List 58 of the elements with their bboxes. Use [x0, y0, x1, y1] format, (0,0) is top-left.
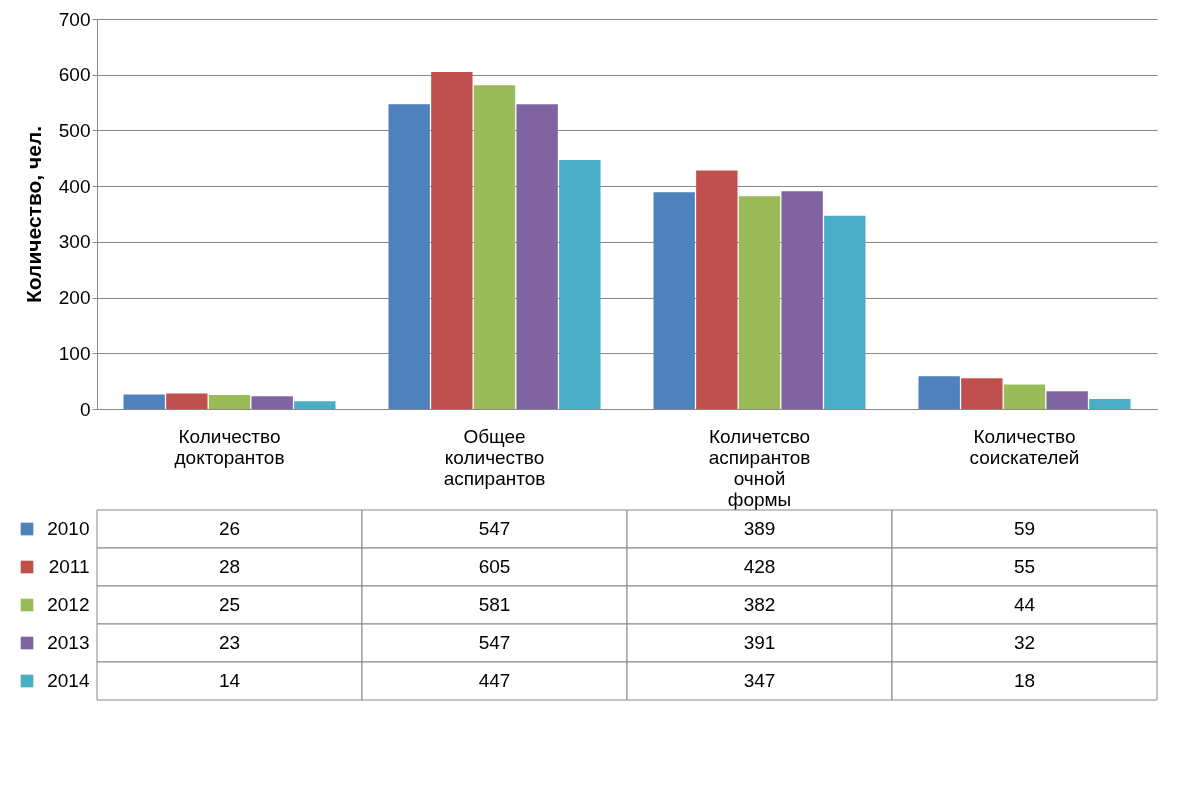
bar: [738, 196, 781, 409]
y-tick-label: 200: [58, 287, 91, 309]
bar: [294, 401, 336, 409]
bar: [516, 104, 558, 409]
x-tick-label: Количество соискателей: [969, 425, 1080, 468]
x-tick-label: Количетсво аспирантов очной формы: [708, 425, 811, 510]
data-label: 55: [1013, 556, 1036, 577]
data-label: 389: [743, 518, 776, 539]
data-label: 605: [478, 556, 511, 577]
data-label: 32: [1013, 632, 1036, 653]
legend-label: 2013: [47, 632, 90, 653]
bar: [1089, 398, 1131, 409]
y-tick-label: 700: [58, 8, 91, 30]
data-label: 28: [218, 556, 241, 577]
bar: [918, 376, 960, 409]
data-label: 44: [1013, 594, 1036, 615]
bar: [653, 192, 695, 409]
bar: [208, 395, 251, 409]
bar: [1046, 391, 1088, 409]
bar: [781, 191, 823, 409]
data-label: 23: [218, 632, 241, 653]
data-label: 581: [478, 594, 511, 615]
bar: [559, 159, 601, 409]
x-tick-label: Общее количество аспирантов: [443, 425, 546, 489]
x-tick-label: Количество докторантов: [174, 425, 285, 468]
data-label: 18: [1013, 670, 1036, 691]
data-label: 14: [218, 670, 241, 691]
legend-label: 2010: [47, 518, 90, 539]
bar: [123, 394, 165, 409]
bar: [961, 378, 1003, 409]
data-label: 447: [478, 670, 511, 691]
bar: [473, 85, 516, 409]
bar: [1003, 384, 1046, 409]
data-label: 428: [743, 556, 776, 577]
data-label: 547: [478, 518, 511, 539]
data-label: 382: [743, 594, 776, 615]
data-label: 59: [1013, 518, 1036, 539]
bar: [696, 170, 738, 409]
bar: [388, 104, 430, 409]
y-tick-label: 0: [79, 398, 91, 420]
y-tick-label: 300: [58, 231, 91, 253]
data-label: 25: [218, 594, 241, 615]
bar: [166, 393, 208, 409]
data-label: 547: [478, 632, 511, 653]
y-tick-label: 100: [58, 342, 91, 364]
legend-label: 2011: [48, 556, 90, 577]
y-tick-label: 600: [58, 64, 91, 86]
y-tick-label: 500: [58, 119, 91, 141]
bar: [824, 215, 866, 409]
data-label: 26: [218, 518, 241, 539]
legend-label: 2014: [47, 670, 90, 691]
y-axis-title: Количество, чел.: [21, 125, 45, 304]
data-label: 347: [743, 670, 776, 691]
bar: [251, 396, 293, 409]
data-label: 391: [743, 632, 776, 653]
legend-label: 2012: [47, 594, 90, 615]
y-tick-label: 400: [58, 175, 91, 197]
bar: [431, 71, 473, 409]
